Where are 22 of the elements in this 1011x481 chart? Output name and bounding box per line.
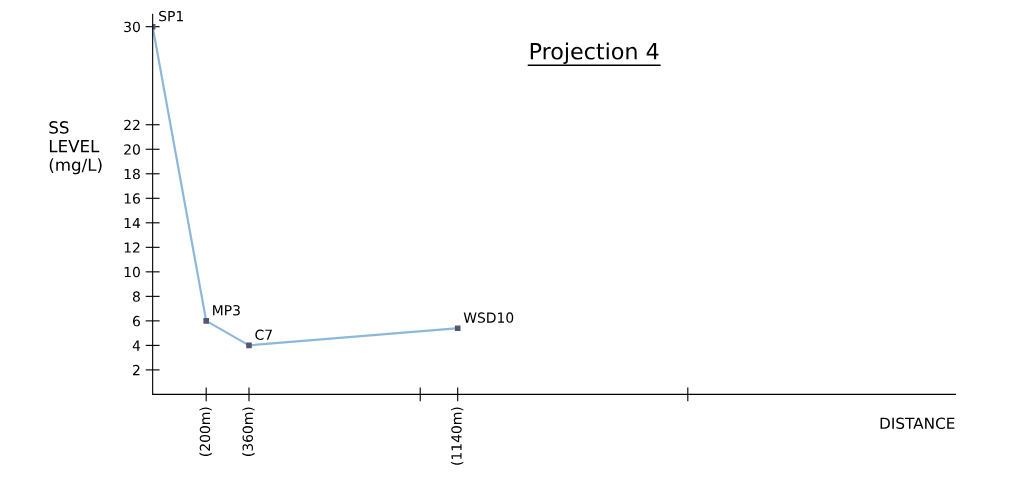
y-tick-label: 22 bbox=[124, 119, 140, 131]
y-tick-label: 18 bbox=[124, 168, 140, 180]
x-tick-label: (360m) bbox=[242, 407, 255, 456]
y-tick-label: 6 bbox=[132, 315, 140, 327]
annotation: WSD10 bbox=[463, 312, 514, 323]
y-tick-label: 2 bbox=[133, 364, 140, 376]
y-tick-label: 4 bbox=[132, 340, 141, 351]
x-tick-label: (1140m) bbox=[450, 407, 464, 465]
annotation: SP1 bbox=[159, 10, 183, 22]
y-axis-title: SS LEVEL (mg/L) bbox=[49, 121, 102, 175]
y-tick-label: 30 bbox=[124, 21, 140, 33]
annotation: MP3 bbox=[213, 305, 240, 316]
y-tick-label: 16 bbox=[124, 193, 140, 204]
annotation: C7 bbox=[255, 329, 272, 341]
y-tick-label: 10 bbox=[124, 266, 140, 278]
y-tick-label: 20 bbox=[124, 144, 140, 155]
y-tick-label: 8 bbox=[132, 291, 140, 302]
x-tick-label: (200m) bbox=[199, 407, 212, 456]
text: Projection 4 bbox=[530, 42, 659, 64]
y-tick-label: 14 bbox=[124, 217, 141, 229]
x-axis-title: DISTANCE bbox=[880, 417, 955, 430]
y-tick-label: 12 bbox=[124, 242, 140, 253]
